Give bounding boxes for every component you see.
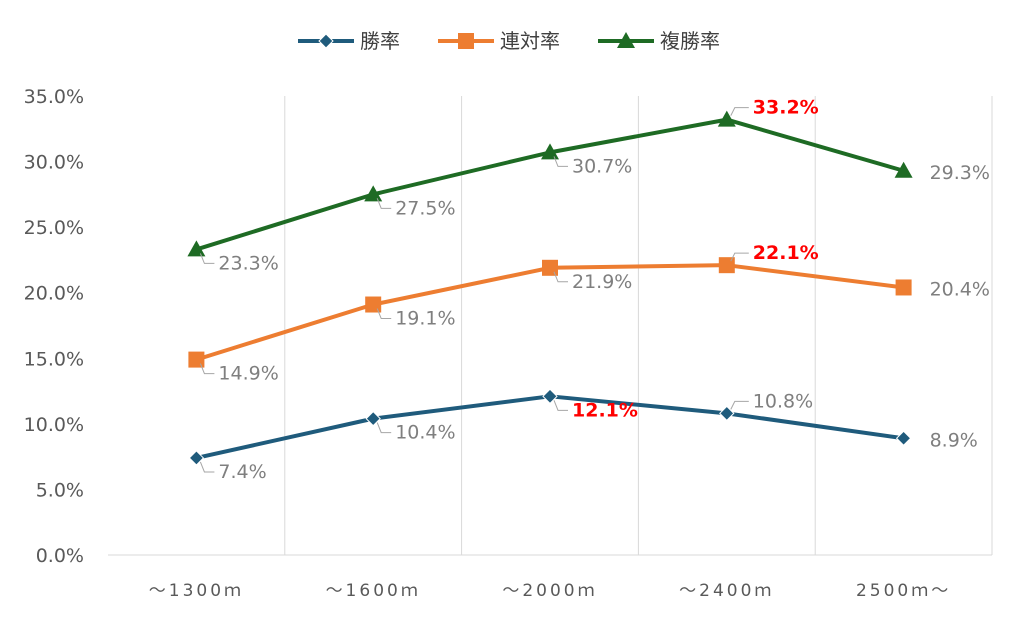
x-tick-label: ～1300ｍ — [149, 581, 244, 601]
y-tick-label: 25.0% — [24, 217, 84, 239]
leader-line — [553, 271, 568, 283]
y-tick-label: 15.0% — [24, 348, 84, 370]
data-point-marker — [542, 388, 558, 405]
data-label: 10.8% — [753, 390, 813, 412]
leader-line — [199, 363, 215, 375]
data-label: 21.9% — [572, 271, 632, 293]
data-label: 20.4% — [930, 278, 990, 300]
y-tick-label: 10.0% — [24, 414, 84, 436]
y-tick-label: 35.0% — [24, 86, 84, 108]
y-tick-label: 0.0% — [36, 545, 84, 567]
x-tick-label: ～2000ｍ — [502, 581, 597, 601]
data-label: 12.1% — [572, 399, 638, 421]
data-label: 29.3% — [930, 162, 990, 184]
data-label: 19.1% — [395, 308, 455, 330]
data-point-marker — [718, 257, 735, 274]
data-label: 30.7% — [572, 155, 632, 177]
legend-marker — [458, 33, 474, 49]
leader-line — [730, 107, 749, 116]
leader-line — [199, 253, 215, 264]
legend-marker — [617, 32, 635, 48]
leader-line — [376, 198, 392, 209]
data-point-marker — [188, 450, 205, 466]
axes: 0.0% 5.0% 10.0% 15.0% 20.0% 25.0% 30.0% 35.0% ～1… — [24, 86, 992, 601]
data-point-marker — [541, 143, 559, 160]
data-point-marker — [364, 185, 383, 202]
leader-line — [553, 156, 568, 167]
data-label: 8.9% — [930, 429, 978, 451]
data-point-marker — [894, 161, 913, 178]
legend-label: 連対率 — [500, 29, 560, 53]
data-point-marker — [895, 430, 912, 446]
data-label: 14.9% — [218, 363, 278, 385]
data-label: 10.4% — [395, 422, 455, 444]
data-point-marker — [365, 296, 382, 313]
data-point-marker — [542, 259, 558, 276]
y-tick-label: 5.0% — [36, 479, 84, 501]
data-labels: 7.4% 10.4% 12.1% 10.8% 8.9% 14.9% 19.1% 21.9% 22… — [199, 97, 990, 483]
data-point-marker — [717, 110, 736, 127]
legend-marker — [318, 33, 334, 49]
series-line — [195, 117, 905, 252]
legend-label: 勝率 — [360, 29, 400, 53]
x-tick-label: 2500ｍ～ — [856, 581, 951, 601]
data-label: 33.2% — [753, 97, 819, 119]
x-tick-label: ～1600ｍ — [326, 581, 421, 601]
legend: 勝率 連対率 複勝率 — [298, 29, 720, 53]
data-point-marker — [187, 240, 206, 257]
leader-line — [730, 400, 749, 410]
leader-line — [376, 422, 392, 434]
leader-line — [199, 461, 215, 473]
data-point-marker — [719, 405, 735, 422]
series-group — [187, 110, 913, 466]
data-label: 7.4% — [218, 461, 266, 483]
leader-line — [553, 400, 568, 411]
x-tick-label: ～2400ｍ — [679, 581, 774, 601]
data-label: 27.5% — [395, 197, 455, 219]
leader-line — [730, 252, 749, 262]
legend-label: 複勝率 — [660, 29, 720, 53]
data-label: 22.1% — [753, 242, 819, 264]
data-point-marker — [895, 279, 912, 296]
data-point-marker — [365, 410, 381, 427]
data-label: 23.3% — [218, 252, 278, 274]
data-point-marker — [188, 351, 205, 368]
series-line — [195, 263, 904, 362]
y-tick-label: 30.0% — [24, 152, 84, 174]
leader-line — [376, 308, 392, 320]
y-tick-label: 20.0% — [24, 283, 84, 305]
